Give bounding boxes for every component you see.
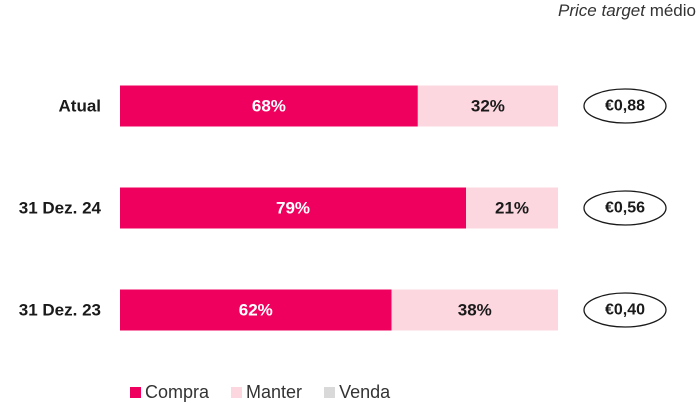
price-target-value: €0,40 bbox=[605, 302, 645, 319]
legend-swatch-compra bbox=[130, 386, 141, 398]
price-target-badge bbox=[583, 292, 667, 328]
category-label: 31 Dez. 24 bbox=[19, 199, 102, 218]
category-label: 31 Dez. 23 bbox=[19, 301, 101, 320]
bar-segment-manter bbox=[417, 85, 558, 127]
bar-segment-compra bbox=[120, 85, 418, 127]
bar-segment-compra bbox=[120, 187, 467, 229]
price-target-header: Price target médio bbox=[558, 0, 696, 22]
price-target-value: €0,56 bbox=[605, 200, 645, 217]
legend-label-manter: Manter bbox=[246, 382, 303, 402]
legend-swatch-venda bbox=[324, 386, 336, 398]
legend-item-manter: Manter bbox=[231, 381, 302, 403]
bar-value-label: 32% bbox=[471, 97, 505, 116]
legend: Compra Manter Venda bbox=[130, 381, 390, 403]
legend-swatch-manter bbox=[231, 386, 243, 398]
legend-item-venda: Venda bbox=[324, 381, 390, 403]
bar-segment-manter bbox=[466, 187, 558, 229]
header-rest: médio bbox=[644, 1, 696, 20]
bar-segment-manter bbox=[391, 289, 558, 331]
price-target-badge bbox=[583, 88, 667, 124]
legend-label-compra: Compra bbox=[145, 382, 210, 402]
legend-item-compra: Compra bbox=[130, 381, 209, 403]
legend-label-venda: Venda bbox=[339, 382, 391, 402]
bar-value-label: 21% bbox=[495, 199, 529, 218]
header-italic: Price target bbox=[558, 1, 645, 20]
price-target-badge bbox=[583, 190, 667, 226]
bar-value-label: 38% bbox=[458, 301, 492, 320]
bar-value-label: 68% bbox=[252, 97, 286, 116]
bar-segment-compra bbox=[120, 289, 392, 331]
price-target-value: €0,88 bbox=[605, 98, 645, 115]
bar-value-label: 62% bbox=[239, 301, 273, 320]
bar-value-label: 79% bbox=[276, 199, 310, 218]
category-label: Atual bbox=[59, 97, 102, 116]
